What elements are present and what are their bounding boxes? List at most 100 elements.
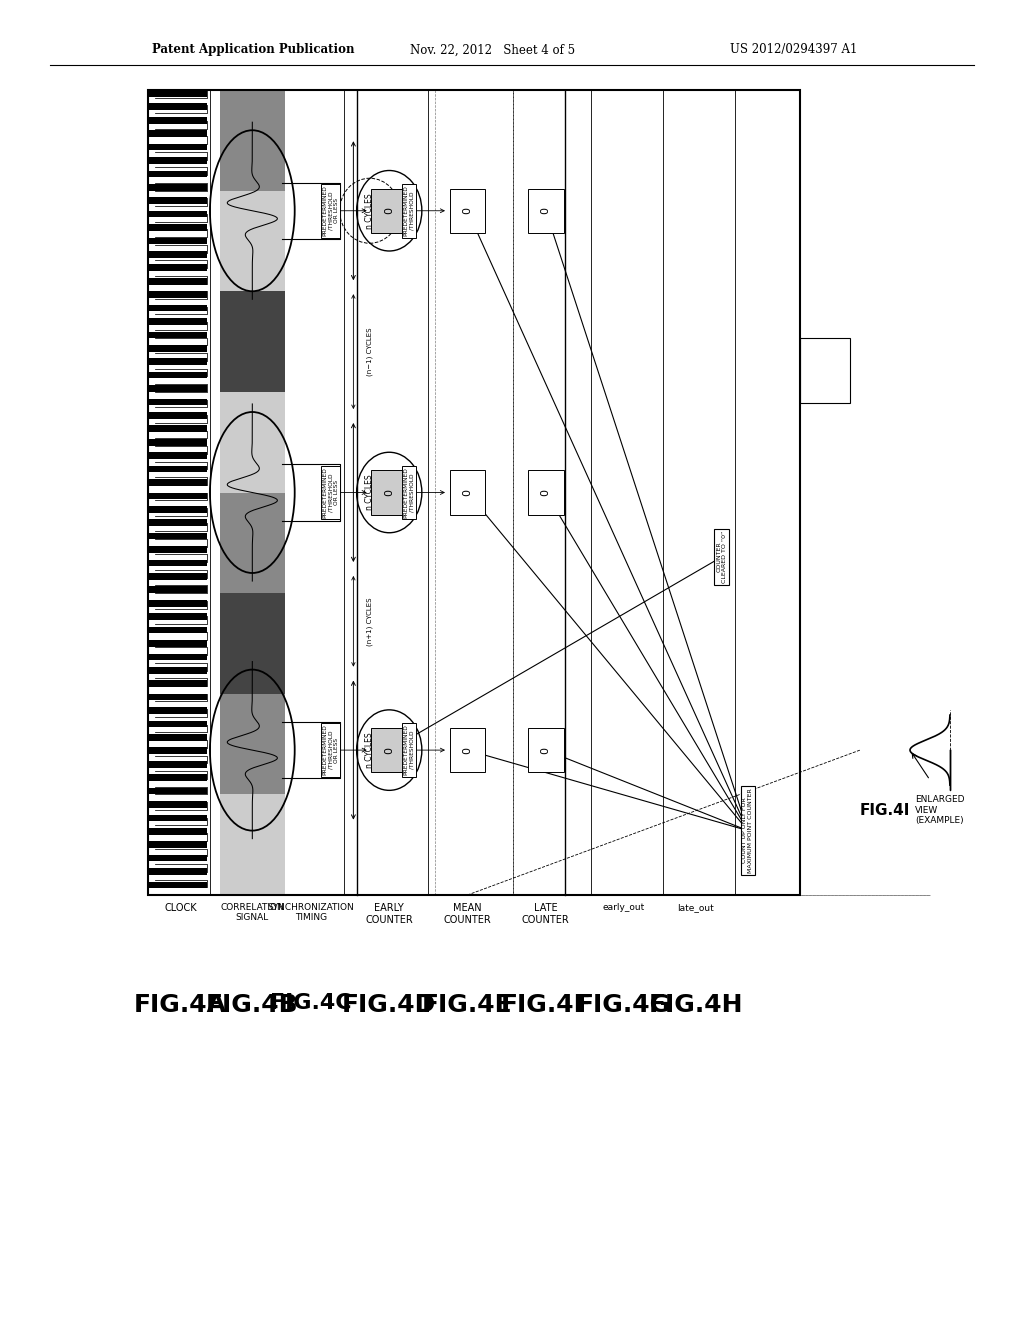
Bar — [148, 734, 207, 741]
Text: PREDETERMINED
/THRESHOLD: PREDETERMINED /THRESHOLD — [403, 467, 414, 517]
Bar — [527, 189, 563, 232]
Text: 0: 0 — [463, 747, 472, 754]
Text: (n−1) CYCLES: (n−1) CYCLES — [367, 327, 373, 376]
Text: FIG.4G: FIG.4G — [577, 993, 671, 1016]
Bar — [220, 694, 285, 795]
Text: 0: 0 — [384, 488, 394, 496]
Bar — [148, 680, 207, 686]
Text: Nov. 22, 2012   Sheet 4 of 5: Nov. 22, 2012 Sheet 4 of 5 — [410, 44, 575, 57]
Bar — [220, 392, 285, 492]
Text: FIG.4D: FIG.4D — [342, 993, 436, 1016]
Text: FIG.4I: FIG.4I — [860, 803, 910, 817]
Text: late_out: late_out — [677, 903, 714, 912]
Bar — [148, 546, 207, 553]
Text: FIG.4A: FIG.4A — [134, 993, 227, 1016]
Bar — [148, 479, 207, 486]
Bar — [148, 251, 207, 257]
Text: PREDETERMINED
/THRESHOLD
OR LESS: PREDETERMINED /THRESHOLD OR LESS — [323, 467, 339, 517]
Bar — [148, 277, 207, 285]
Bar — [148, 708, 207, 714]
Bar — [148, 438, 207, 446]
Text: ENLARGED
VIEW
(EXAMPLE): ENLARGED VIEW (EXAMPLE) — [915, 795, 965, 825]
Bar — [148, 775, 207, 781]
Bar — [148, 211, 207, 218]
Bar — [450, 470, 485, 515]
Bar — [450, 727, 485, 772]
Bar — [800, 338, 850, 403]
Bar — [372, 189, 408, 232]
Bar — [148, 519, 207, 527]
Text: SYNCHRONIZATION
TIMING: SYNCHRONIZATION TIMING — [267, 903, 354, 923]
Bar — [148, 372, 207, 379]
Bar — [148, 694, 207, 701]
Text: early_out: early_out — [603, 903, 645, 912]
Bar — [148, 586, 207, 593]
Bar — [148, 653, 207, 660]
Bar — [220, 593, 285, 694]
Text: 0: 0 — [541, 207, 551, 214]
Bar — [220, 90, 285, 190]
Text: COUNTER
CLEARED TO “0”: COUNTER CLEARED TO “0” — [717, 531, 727, 583]
Text: 0: 0 — [541, 488, 551, 496]
Text: PREDETERMINED
/THRESHOLD
OR LESS: PREDETERMINED /THRESHOLD OR LESS — [323, 725, 339, 775]
Text: Patent Application Publication: Patent Application Publication — [152, 44, 354, 57]
Text: US 2012/0294397 A1: US 2012/0294397 A1 — [730, 44, 857, 57]
Bar — [148, 90, 207, 96]
Text: (n+1) CYCLES: (n+1) CYCLES — [367, 597, 373, 645]
Bar — [148, 801, 207, 808]
Bar — [148, 103, 207, 110]
Bar — [148, 841, 207, 847]
Bar — [148, 640, 207, 647]
Text: CORRELATION
SIGNAL: CORRELATION SIGNAL — [220, 903, 285, 923]
Bar — [148, 814, 207, 821]
Text: EARLY
COUNTER: EARLY COUNTER — [366, 903, 413, 924]
Text: n CYCLES: n CYCLES — [366, 475, 374, 511]
Bar — [148, 197, 207, 205]
Bar — [148, 533, 207, 540]
Text: 0: 0 — [541, 747, 551, 754]
Bar — [148, 131, 207, 137]
Bar — [148, 224, 207, 231]
Bar — [372, 727, 408, 772]
Bar — [527, 470, 563, 515]
Bar — [148, 117, 207, 124]
Bar — [148, 747, 207, 754]
Bar — [148, 264, 207, 271]
Text: LATE
COUNTER: LATE COUNTER — [522, 903, 569, 924]
Text: FIG.4E: FIG.4E — [422, 993, 513, 1016]
Bar — [148, 358, 207, 366]
Bar — [148, 318, 207, 325]
Bar — [148, 855, 207, 862]
Text: n CYCLES: n CYCLES — [366, 733, 374, 768]
Bar — [148, 882, 207, 888]
Bar — [148, 828, 207, 834]
Bar — [450, 189, 485, 232]
Bar — [372, 470, 408, 515]
Bar — [148, 183, 207, 190]
Bar — [148, 599, 207, 607]
Text: COUNT UP ONLY FOR
MAXIMUM POINT COUNTER: COUNT UP ONLY FOR MAXIMUM POINT COUNTER — [742, 788, 754, 873]
Bar — [148, 506, 207, 512]
Text: MEAN
COUNTER: MEAN COUNTER — [443, 903, 492, 924]
Bar — [148, 492, 207, 499]
Text: PREDETERMINED
/THRESHOLD: PREDETERMINED /THRESHOLD — [403, 185, 414, 236]
Bar — [148, 627, 207, 634]
Bar — [148, 760, 207, 767]
Text: FIG.4B: FIG.4B — [206, 993, 299, 1016]
Bar — [527, 727, 563, 772]
Bar — [148, 399, 207, 405]
Bar — [148, 90, 800, 895]
Text: 0: 0 — [463, 207, 472, 214]
Text: FIG.4H: FIG.4H — [648, 993, 743, 1016]
Bar — [148, 667, 207, 673]
Text: 0: 0 — [463, 488, 472, 496]
Bar — [148, 292, 207, 298]
Bar — [148, 385, 207, 392]
Bar — [220, 492, 285, 593]
Bar — [148, 614, 207, 620]
Bar — [148, 412, 207, 418]
Bar — [148, 453, 207, 459]
Text: PREDETERMINED
/THRESHOLD: PREDETERMINED /THRESHOLD — [403, 725, 414, 775]
Text: CLOCK: CLOCK — [164, 903, 197, 913]
Bar — [220, 795, 285, 895]
